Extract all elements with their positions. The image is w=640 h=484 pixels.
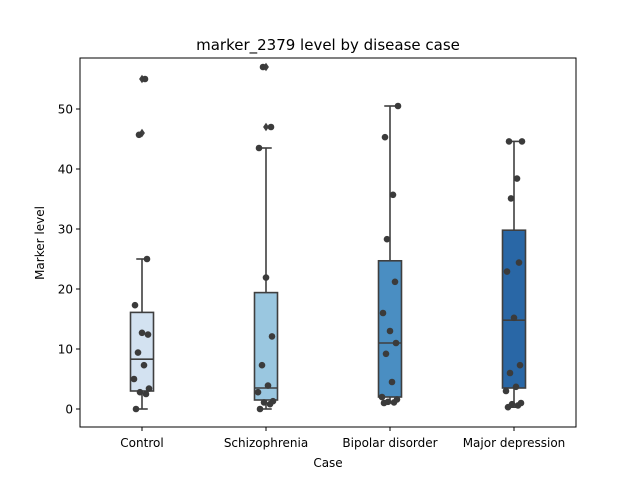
data-point-10: [143, 255, 151, 263]
point-series-2: [378, 102, 402, 407]
y-axis-label: Marker level: [33, 206, 47, 280]
data-point-14: [518, 138, 526, 145]
data-point-9: [379, 309, 387, 317]
data-point-5: [264, 382, 272, 389]
data-point-6: [382, 350, 390, 358]
outlier-marker-0: [139, 128, 145, 138]
point-series-0: [130, 75, 153, 413]
data-point-4: [254, 388, 262, 396]
data-point-2: [136, 388, 144, 396]
data-point-7: [392, 339, 400, 347]
data-point-7: [268, 333, 276, 340]
data-point-2: [260, 399, 268, 406]
data-point-11: [507, 195, 515, 202]
y-tick-label-2: 20: [58, 283, 73, 297]
y-tick-label-4: 40: [58, 163, 73, 177]
axes-frame: [79, 57, 577, 428]
data-point-4: [502, 387, 510, 395]
x-tick-label-0: Control: [120, 436, 163, 450]
chart-title: marker_2379 level by disease case: [196, 36, 460, 55]
x-tick-label-2: Bipolar disorder: [342, 436, 437, 450]
data-point-5: [512, 383, 520, 391]
y-tick-label-3: 30: [58, 223, 73, 237]
box-group-1: [253, 62, 279, 410]
plot-area: 0 10 20 30 40 50 Control Schizophrenia Bipolar d…: [58, 57, 577, 450]
y-tick-label-1: 10: [58, 343, 73, 357]
data-point-8: [262, 274, 270, 281]
data-point-12: [141, 75, 149, 83]
data-point-6: [258, 361, 266, 369]
data-point-0: [132, 405, 140, 413]
data-point-12: [389, 191, 397, 199]
data-point-5: [388, 378, 396, 386]
data-point-3: [517, 399, 525, 407]
data-point-10: [267, 123, 275, 131]
data-point-8: [138, 329, 146, 337]
data-point-9: [503, 268, 511, 275]
data-point-3: [269, 397, 277, 405]
data-point-13: [505, 138, 513, 145]
data-point-5: [140, 361, 148, 369]
data-point-6: [134, 349, 142, 356]
data-point-13: [381, 133, 389, 141]
data-point-11: [383, 235, 391, 243]
y-tick-label-5: 50: [58, 103, 73, 117]
data-point-7: [144, 331, 152, 338]
data-point-1: [142, 390, 150, 398]
data-point-0: [256, 405, 264, 413]
x-tick-label-1: Schizophrenia: [224, 436, 308, 450]
data-point-7: [516, 361, 524, 369]
data-point-2: [508, 400, 516, 408]
outlier-marker-0: [263, 122, 269, 132]
data-point-11: [135, 131, 143, 139]
data-point-9: [131, 301, 139, 309]
data-point-4: [130, 375, 138, 383]
data-point-8: [510, 314, 518, 322]
data-point-8: [386, 327, 394, 335]
data-point-4: [378, 393, 386, 401]
data-point-11: [259, 63, 267, 71]
data-point-6: [506, 369, 514, 377]
data-point-3: [393, 396, 401, 403]
y-tick-label-0: 0: [65, 403, 73, 417]
x-axis-label: Case: [313, 456, 342, 470]
data-point-10: [391, 278, 399, 286]
data-point-14: [394, 102, 402, 110]
data-point-3: [145, 385, 153, 392]
x-tick-label-3: Major depression: [463, 436, 566, 450]
data-point-12: [513, 175, 521, 182]
data-point-2: [384, 398, 392, 406]
data-point-9: [255, 144, 263, 152]
point-series-1: [254, 63, 277, 413]
point-series-3: [502, 138, 526, 411]
data-point-10: [515, 259, 523, 266]
